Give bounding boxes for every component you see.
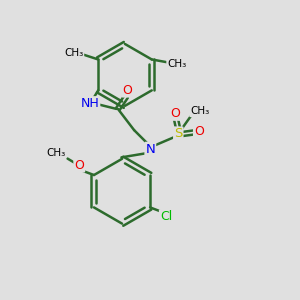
Text: O: O — [74, 158, 84, 172]
Text: CH₃: CH₃ — [47, 148, 66, 158]
Text: S: S — [174, 128, 182, 140]
Text: CH₃: CH₃ — [64, 48, 83, 58]
Text: Cl: Cl — [160, 210, 172, 223]
Text: CH₃: CH₃ — [190, 106, 209, 116]
Text: NH: NH — [81, 97, 99, 110]
Text: O: O — [170, 107, 180, 120]
Text: CH₃: CH₃ — [167, 59, 186, 69]
Text: O: O — [123, 84, 133, 97]
Text: N: N — [146, 143, 155, 156]
Text: O: O — [194, 125, 204, 138]
